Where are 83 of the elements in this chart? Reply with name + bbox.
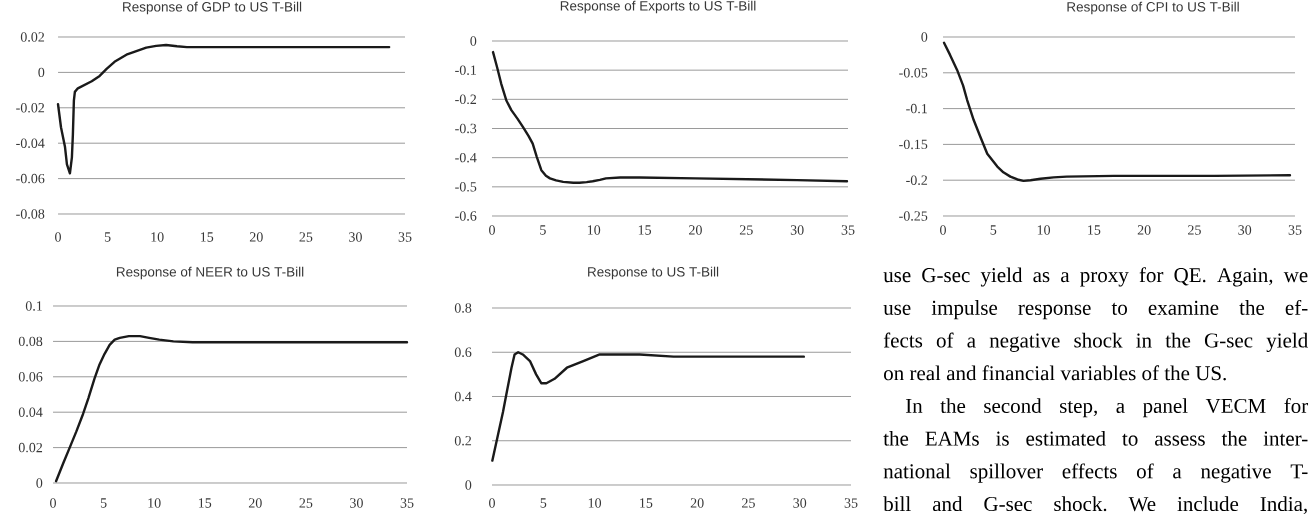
y-tick-label: -0.25 <box>899 211 928 221</box>
y-tick-label: -0.08 <box>16 209 45 219</box>
y-tick-label: 0.2 <box>454 435 472 446</box>
text: In the second step, a panel VECM for <box>905 398 1309 418</box>
y-tick-label: -0.6 <box>455 211 477 221</box>
x-tick-label: 25 <box>739 225 753 235</box>
y-tick-label: 0 <box>36 478 43 488</box>
x-tick-label: 25 <box>1188 225 1201 235</box>
x-tick-label: 15 <box>200 232 214 242</box>
y-tick-label: 0 <box>470 36 477 46</box>
text: the EAMs is estimated to assess the inter- <box>883 430 1308 446</box>
x-tick-label: 35 <box>398 232 412 242</box>
x-tick-label: 25 <box>742 498 755 508</box>
x-tick-label: 10 <box>588 498 602 508</box>
y-tick-label: -0.4 <box>455 152 477 163</box>
chart-title: Response of CPI to US T-Bill <box>1067 1 1239 15</box>
y-tick-label: -0.1 <box>455 65 476 75</box>
x-tick-label: 5 <box>104 232 111 242</box>
x-tick-label: 30 <box>790 225 804 235</box>
y-tick-label: -0.1 <box>906 103 927 114</box>
text: national spillover effects of a negative T- <box>883 463 1308 483</box>
y-tick-label: 0 <box>465 480 472 490</box>
text: use G-sec yield as a proxy for QE. Again, we <box>883 267 1308 287</box>
x-tick-label: 5 <box>100 498 107 508</box>
y-tick-label: 0.04 <box>18 407 43 417</box>
x-tick-label: 35 <box>844 498 858 508</box>
y-tick-label: -0.02 <box>16 103 45 113</box>
y-tick-label: 0.08 <box>18 336 43 347</box>
x-tick-label: 0 <box>50 498 56 508</box>
y-tick-label: -0.06 <box>16 173 45 184</box>
x-tick-label: 30 <box>793 498 807 508</box>
x-tick-label: 35 <box>841 225 855 235</box>
y-tick-label: -0.05 <box>899 68 928 78</box>
x-tick-label: 30 <box>1238 225 1252 235</box>
x-tick-label: 5 <box>990 225 997 235</box>
x-tick-label: 25 <box>299 232 313 242</box>
x-tick-label: 5 <box>540 498 547 508</box>
x-tick-label: 10 <box>151 232 164 242</box>
y-tick-label: 0.02 <box>20 32 45 42</box>
x-tick-label: 30 <box>350 498 363 508</box>
x-tick-label: 35 <box>1288 225 1302 235</box>
text: fects of a negative shock in the G-sec yield <box>883 332 1308 352</box>
x-tick-label: 0 <box>940 225 946 235</box>
x-tick-label: 0 <box>55 232 61 242</box>
x-tick-label: 15 <box>638 225 652 235</box>
x-tick-label: 20 <box>689 225 702 235</box>
x-tick-label: 20 <box>249 232 263 242</box>
x-tick-label: 0 <box>489 225 495 235</box>
y-tick-label: -0.3 <box>455 123 477 134</box>
x-tick-label: 20 <box>690 498 704 508</box>
y-tick-label: -0.04 <box>16 138 45 148</box>
x-tick-label: 10 <box>148 498 161 508</box>
text: use impulse response to examine the ef- <box>883 299 1308 320</box>
text: on real and financial variables of the US. <box>884 365 1226 381</box>
x-tick-label: 20 <box>1137 225 1151 235</box>
chart-title: Response of NEER to US T-Bill <box>116 266 304 280</box>
x-tick-label: 0 <box>489 498 495 508</box>
x-tick-label: 10 <box>587 225 601 235</box>
x-tick-label: 5 <box>540 225 546 235</box>
x-tick-label: 10 <box>1037 225 1051 235</box>
x-tick-label: 15 <box>640 498 653 508</box>
x-tick-label: 15 <box>1088 225 1101 235</box>
y-tick-label: 0 <box>921 32 928 42</box>
chart-title: Response to US T-Bill <box>588 266 719 280</box>
chart-title: Response of Exports to US T-Bill <box>560 0 756 14</box>
chart-title: Response of GDP to US T-Bill <box>123 1 302 15</box>
x-tick-label: 30 <box>349 232 362 242</box>
x-tick-label: 15 <box>198 498 212 508</box>
y-tick-label: 0.02 <box>18 442 43 453</box>
y-tick-label: 0.06 <box>18 372 43 382</box>
y-tick-label: -0.5 <box>455 182 477 192</box>
x-tick-label: 35 <box>400 498 414 508</box>
y-tick-label: 0.8 <box>454 303 472 313</box>
y-tick-label: 0.4 <box>454 391 472 402</box>
y-tick-label: -0.2 <box>455 94 477 105</box>
y-tick-label: 0 <box>38 67 45 78</box>
y-tick-label: -0.15 <box>899 139 928 150</box>
y-tick-label: -0.2 <box>906 175 928 185</box>
x-tick-label: 25 <box>299 498 313 508</box>
text: bill and G-sec shock. We include India, <box>883 496 1307 515</box>
x-tick-label: 20 <box>248 498 262 508</box>
y-tick-label: 0.1 <box>25 301 42 311</box>
y-tick-label: 0.6 <box>454 347 472 358</box>
